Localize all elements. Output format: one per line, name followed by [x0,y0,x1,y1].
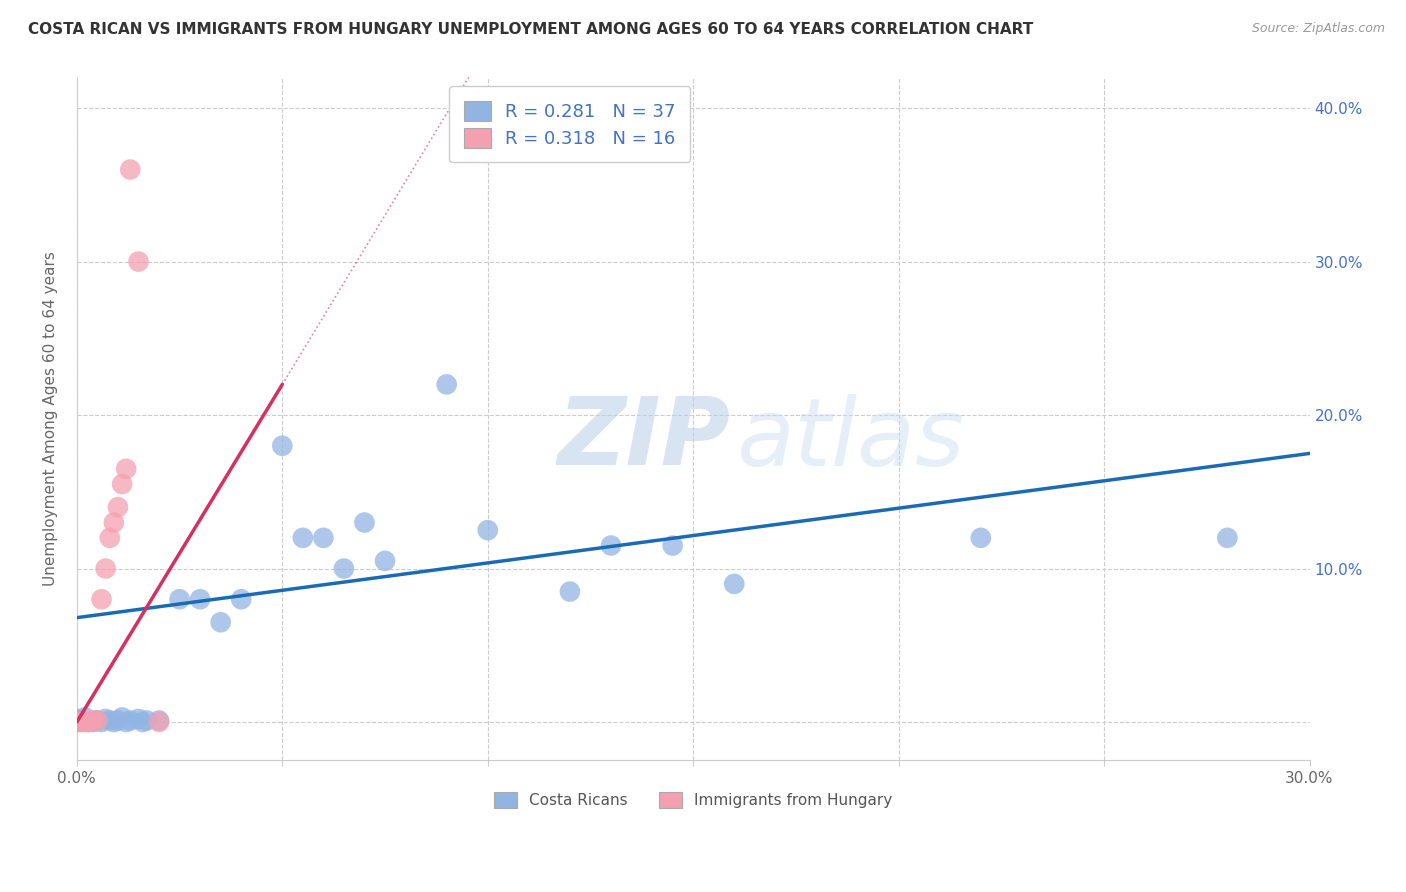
Point [120,714,142,728]
Text: Source: ZipAtlas.com: Source: ZipAtlas.com [1251,22,1385,36]
Point [82,714,104,728]
Point [107,714,129,728]
Point [94,561,117,575]
Point [209,615,232,630]
Point [169,592,191,607]
Point [107,500,129,515]
Point [131,714,153,729]
Y-axis label: Unemployment Among Ages 60 to 64 years: Unemployment Among Ages 60 to 64 years [44,252,58,586]
Point [111,477,134,491]
Point [148,714,170,728]
Point [661,539,683,553]
Point [970,531,993,545]
Point [66,714,89,729]
Point [723,577,745,591]
Text: COSTA RICAN VS IMMIGRANTS FROM HUNGARY UNEMPLOYMENT AMONG AGES 60 TO 64 YEARS CO: COSTA RICAN VS IMMIGRANTS FROM HUNGARY U… [28,22,1033,37]
Text: atlas: atlas [737,394,965,485]
Point [291,531,314,545]
Point [103,714,125,729]
Point [231,592,253,607]
Point [148,714,170,729]
Point [98,714,121,728]
Point [77,714,100,729]
Point [98,531,121,545]
Point [75,714,97,729]
Point [271,439,294,453]
Point [135,714,157,728]
Point [128,254,150,268]
Point [103,516,125,530]
Point [353,516,375,530]
Point [77,714,100,729]
Point [94,712,117,726]
Point [436,377,458,392]
Point [128,712,150,726]
Point [1216,531,1239,545]
Point [115,714,138,729]
Point [70,714,93,729]
Legend: Costa Ricans, Immigrants from Hungary: Costa Ricans, Immigrants from Hungary [488,786,898,814]
Point [312,531,335,545]
Point [120,162,142,177]
Point [90,714,112,729]
Point [333,561,356,575]
Point [477,523,499,537]
Point [90,592,112,607]
Point [70,714,93,728]
Point [66,712,89,726]
Point [86,714,108,728]
Point [188,592,211,607]
Point [86,714,108,728]
Point [374,554,396,568]
Point [75,710,97,724]
Point [600,539,623,553]
Point [111,710,134,724]
Text: ZIP: ZIP [557,393,730,485]
Point [558,584,581,599]
Point [115,462,138,476]
Point [82,714,104,729]
Point [66,714,89,729]
